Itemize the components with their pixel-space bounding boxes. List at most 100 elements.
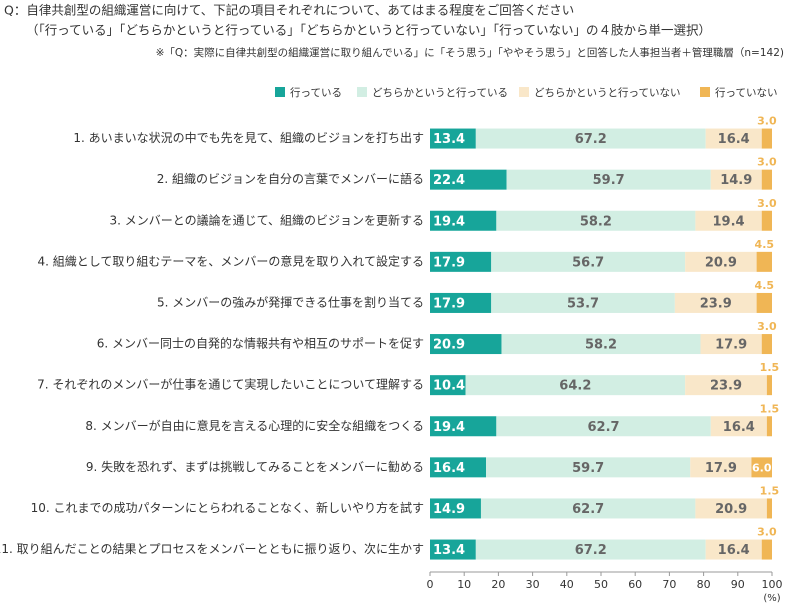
- value-label: 1.5: [760, 361, 780, 374]
- chart-note: ※「Q：実際に自律共創型の組織運営に取り組んでいる」に「そう思う」「ややそう思う…: [156, 46, 784, 59]
- chart-subtitle: （「行っている」「どちらかというと行っている」「どちらかというと行っていない」「…: [26, 23, 711, 38]
- bar-segment: [761, 539, 772, 560]
- value-label: 1.5: [760, 484, 780, 497]
- legend-label: どちらかというと行っていない: [534, 86, 680, 99]
- value-label: 14.9: [720, 173, 752, 188]
- value-label: 20.9: [715, 502, 747, 517]
- value-label: 17.9: [433, 255, 465, 270]
- bar-segment: [501, 334, 701, 355]
- value-label: 58.2: [580, 214, 612, 229]
- category-label: 4. 組織として取り組むテーマを、メンバーの意見を取り入れて設定する: [37, 253, 424, 268]
- value-label: 10.4: [433, 379, 465, 394]
- value-label: 20.9: [433, 338, 465, 353]
- bar-segment: [496, 416, 711, 437]
- x-tick-label: 10: [457, 578, 471, 591]
- value-label: 67.2: [575, 543, 607, 558]
- bar-segment: [685, 375, 767, 396]
- value-label: 17.9: [433, 296, 465, 311]
- value-label: 3.0: [757, 156, 777, 169]
- value-label: 59.7: [593, 173, 625, 188]
- value-label: 4.5: [755, 279, 775, 292]
- value-label: 58.2: [585, 338, 617, 353]
- value-label: 16.4: [433, 461, 465, 476]
- x-tick-label: 50: [594, 578, 608, 591]
- legend-swatch: [357, 87, 367, 97]
- legend-label: 行っていない: [715, 86, 777, 99]
- bar-segment: [496, 210, 696, 231]
- bar-segment: [430, 169, 507, 190]
- value-label: 3.0: [757, 320, 777, 333]
- bar-segment: [756, 292, 772, 313]
- value-label: 19.4: [713, 214, 745, 229]
- bar-segment: [695, 498, 767, 519]
- x-tick-label: 90: [731, 578, 745, 591]
- value-label: 62.7: [572, 502, 604, 517]
- bar-segment: [761, 334, 772, 355]
- category-label: 8. メンバーが自由に意見を言える心理的に安全な組織をつくる: [85, 418, 424, 433]
- bar-segment: [766, 498, 772, 519]
- x-tick-label: 100: [762, 578, 783, 591]
- bar-segment: [766, 375, 772, 396]
- value-label: 67.2: [575, 132, 607, 147]
- bar-segment: [710, 169, 762, 190]
- x-tick-label: 30: [526, 578, 540, 591]
- value-label: 16.4: [723, 420, 755, 435]
- bar-segment: [480, 498, 696, 519]
- category-label: 7. それぞれのメンバーが仕事を通じて実現したいことについて理解する: [37, 377, 424, 392]
- bar-segment: [756, 251, 772, 272]
- value-label: 3.0: [757, 526, 777, 539]
- bar-segment: [465, 375, 686, 396]
- value-label: 23.9: [710, 379, 742, 394]
- bar-segment: [761, 210, 772, 231]
- x-tick-label: 40: [560, 578, 574, 591]
- bar-segment: [430, 292, 492, 313]
- bar-segment: [491, 251, 686, 272]
- bar-segment: [761, 169, 772, 190]
- x-tick-label: 60: [628, 578, 642, 591]
- value-label: 20.9: [705, 255, 737, 270]
- value-label: 13.4: [433, 132, 465, 147]
- bar-segment: [430, 498, 481, 519]
- value-label: 19.4: [433, 214, 465, 229]
- value-label: 62.7: [588, 420, 620, 435]
- bar-segment: [705, 539, 762, 560]
- value-label: 6.0: [752, 461, 772, 474]
- bar-segment: [700, 334, 762, 355]
- value-label: 1.5: [760, 402, 780, 415]
- category-label: 9. 失敗を恐れず、まずは挑戦してみることをメンバーに勧める: [86, 459, 424, 474]
- value-label: 23.9: [700, 296, 732, 311]
- category-label: 1. あいまいな状況の中でも先を見て、組織のビジョンを打ち出す: [73, 130, 424, 145]
- category-label: 11. 取り組んだことの結果とプロセスをメンバーとともに振り返り、次に生かす: [0, 542, 424, 556]
- value-label: 3.0: [757, 197, 777, 210]
- value-label: 22.4: [433, 173, 465, 188]
- bar-segment: [475, 128, 706, 149]
- bar-segment: [430, 416, 497, 437]
- bar-segment: [710, 416, 767, 437]
- category-label: 6. メンバー同士の自発的な情報共有や相互のサポートを促す: [97, 336, 424, 351]
- bar-segment: [506, 169, 711, 190]
- value-label: 16.4: [718, 132, 750, 147]
- category-label: 10. これまでの成功パターンにとらわれることなく、新しいやり方を試す: [31, 500, 424, 515]
- bar-segment: [766, 416, 772, 437]
- value-label: 64.2: [559, 379, 591, 394]
- bar-segment: [690, 457, 752, 478]
- legend-label: 行っている: [290, 86, 342, 99]
- bar-segment: [695, 210, 762, 231]
- value-label: 3.0: [757, 115, 777, 128]
- bar-segment: [430, 210, 497, 231]
- x-tick-label: 0: [427, 578, 434, 591]
- bar-segment: [430, 128, 476, 149]
- bar-segment: [685, 251, 757, 272]
- bar-segment: [430, 334, 502, 355]
- category-label: 3. メンバーとの議論を通じて、組織のビジョンを更新する: [109, 212, 424, 227]
- bar-segment: [674, 292, 757, 313]
- legend-swatch: [519, 87, 529, 97]
- value-label: 53.7: [567, 296, 599, 311]
- value-label: 56.7: [572, 255, 604, 270]
- value-label: 19.4: [433, 420, 465, 435]
- bar-segment: [475, 539, 706, 560]
- bar-segment: [751, 457, 772, 478]
- bar-segment: [430, 539, 476, 560]
- x-tick-label: 20: [491, 578, 505, 591]
- bar-segment: [705, 128, 762, 149]
